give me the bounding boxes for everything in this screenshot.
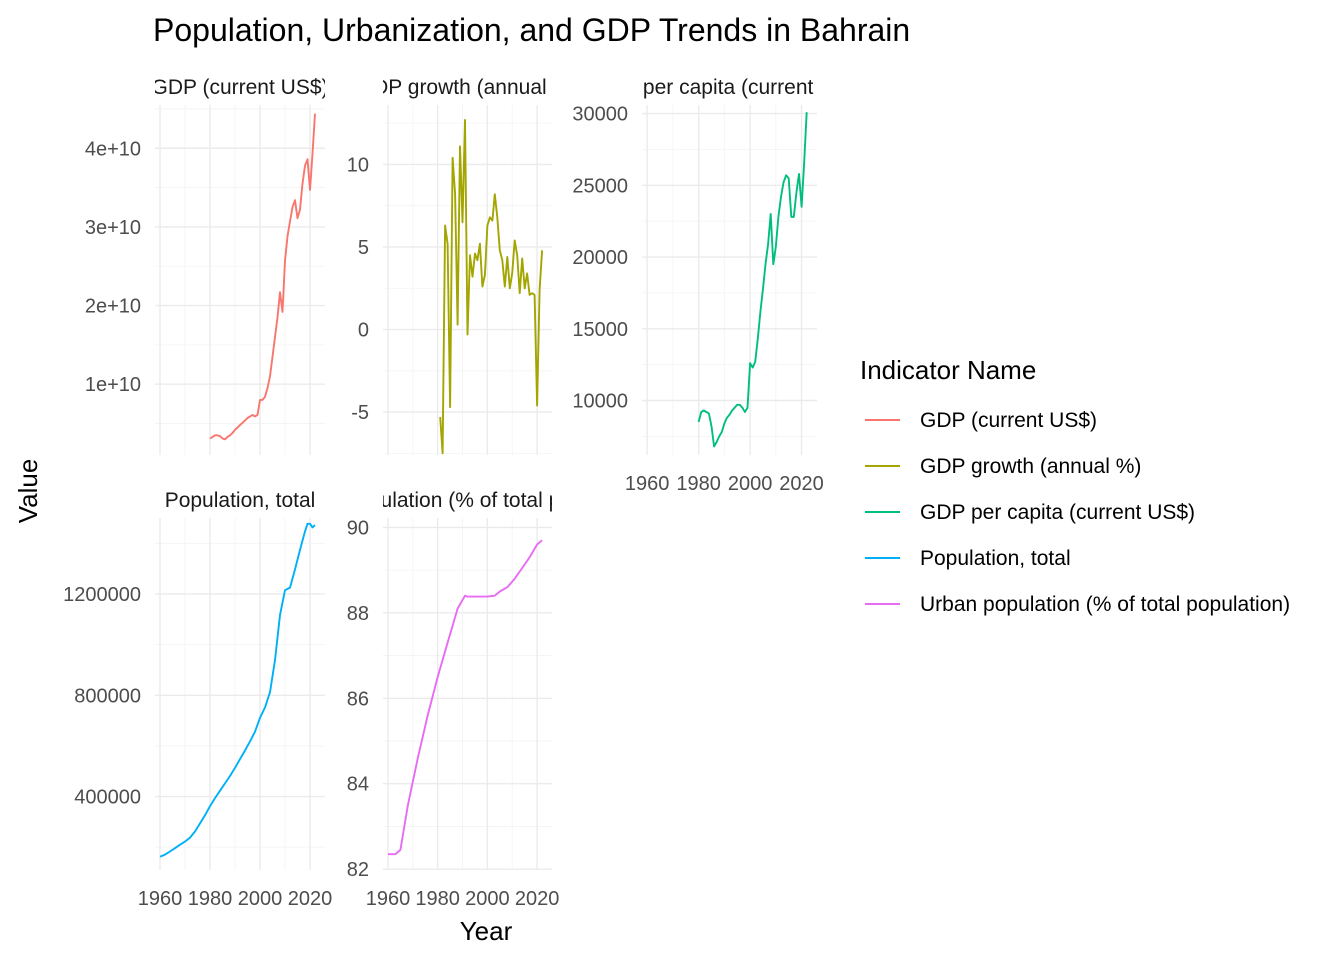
y-tick-label: 88 [347, 603, 369, 625]
x-tick-label: 2020 [515, 888, 560, 910]
legend: Indicator Name GDP (current US$) GDP grow… [860, 355, 1290, 616]
x-tick-label: 1960 [138, 888, 183, 910]
x-tick-label: 2000 [465, 888, 510, 910]
x-tick-label: 1980 [676, 473, 721, 495]
facet-strip-label: GDP per capita (current US$) [592, 76, 867, 99]
legend-item-gdp-per-capita-current-us: GDP per capita (current US$) [865, 501, 1195, 524]
legend-item-population-total: Population, total [865, 547, 1071, 570]
y-tick-label: 400000 [74, 787, 141, 809]
y-tick-label: 90 [347, 517, 369, 539]
chart-title: Population, Urbanization, and GDP Trends… [153, 12, 910, 48]
panel-gdp-current-us: GDP (current US$) 1e+10 2e+10 3e+10 4e+10 [85, 76, 329, 455]
legend-label: GDP growth (annual %) [920, 455, 1141, 478]
y-tick-label: 0 [358, 320, 369, 342]
legend-label: GDP per capita (current US$) [920, 501, 1195, 524]
legend-title: Indicator Name [860, 355, 1036, 385]
legend-label: GDP (current US$) [920, 409, 1097, 432]
y-tick-label: 800000 [74, 685, 141, 707]
series-line-gdp-current-us [209, 113, 316, 441]
y-tick-label: 3e+10 [85, 217, 141, 239]
y-tick-label: -5 [351, 402, 369, 424]
facet-strip-label: GDP growth (annual %) [357, 76, 578, 99]
y-tick-label: 84 [347, 774, 369, 796]
x-tick-label: 2020 [288, 888, 333, 910]
facet-strip-label: Urban population (% of total population) [282, 489, 652, 512]
legend-item-gdp-current-us: GDP (current US$) [865, 409, 1097, 432]
y-tick-label: 25000 [572, 175, 628, 197]
x-axis-title: Year [460, 916, 513, 946]
x-tick-label: 1980 [415, 888, 460, 910]
legend-label: Population, total [920, 547, 1071, 570]
x-tick-label: 2000 [728, 473, 773, 495]
x-tick-label: 1960 [366, 888, 411, 910]
legend-item-urban-population-of-total-population: Urban population (% of total population) [865, 593, 1290, 616]
legend-label: Urban population (% of total population) [920, 593, 1290, 616]
y-tick-label: 4e+10 [85, 138, 141, 160]
series-line-gdp-growth-annual [439, 118, 544, 455]
y-tick-label: 1e+10 [85, 374, 141, 396]
y-tick-label: 5 [358, 237, 369, 259]
y-tick-label: 10 [347, 154, 369, 176]
y-tick-label: 1200000 [63, 584, 141, 606]
panel-gdp-per-capita-current-us: GDP per capita (current US$) 10000 15000 20… [572, 76, 867, 495]
facet-strip-label: Population, total [165, 489, 316, 512]
series-line-population-total [159, 522, 316, 858]
y-tick-label: 2e+10 [85, 296, 141, 318]
y-tick-label: 15000 [572, 319, 628, 341]
y-tick-label: 30000 [572, 104, 628, 126]
legend-item-gdp-growth-annual: GDP growth (annual %) [865, 455, 1141, 478]
y-tick-label: 82 [347, 859, 369, 881]
x-tick-label: 1980 [188, 888, 233, 910]
x-tick-label: 2000 [238, 888, 283, 910]
y-tick-label: 10000 [572, 390, 628, 412]
y-axis-title: Value [13, 459, 43, 524]
series-line-urban-population-of-total-population [388, 539, 543, 856]
x-tick-label: 1960 [625, 473, 670, 495]
y-tick-label: 20000 [572, 247, 628, 269]
panel-gdp-growth-annual: GDP growth (annual %) -5 0 5 10 [347, 76, 578, 455]
facet-strip-label: GDP (current US$) [152, 76, 329, 99]
series-line-gdp-per-capita-current-us [697, 112, 808, 448]
panel-urban-population-of-total-population: Urban population (% of total population)… [282, 489, 652, 910]
y-tick-label: 86 [347, 688, 369, 710]
facet-panels: GDP (current US$)1e+102e+103e+104e+10GDP… [63, 76, 867, 910]
x-tick-label: 2020 [779, 473, 824, 495]
panel-population-total: Population, total 400000 800000 1200000 1960… [63, 489, 332, 910]
